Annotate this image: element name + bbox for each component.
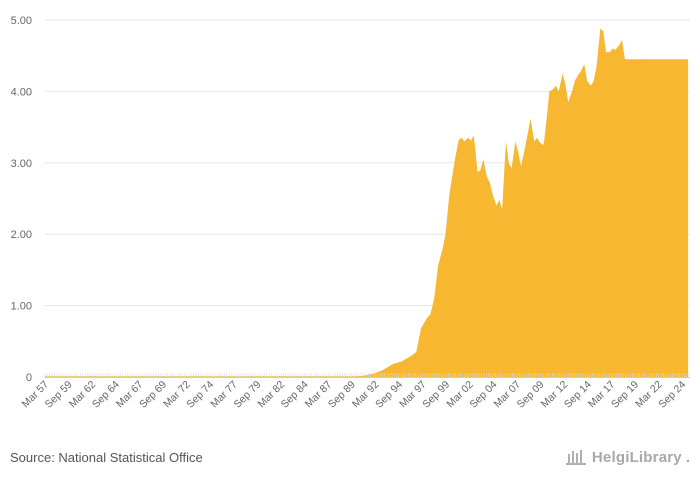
area-series-fill [45, 28, 689, 377]
y-tick-label: 0 [26, 372, 32, 384]
source-note: Source: National Statistical Office [10, 450, 203, 465]
brand-name: HelgiLibrary [591, 448, 682, 466]
brand-logo[interactable]: HelgiLibrary. [565, 448, 690, 466]
library-icon [565, 450, 586, 465]
x-minor-ticks [44, 373, 690, 378]
brand-dot: . [685, 448, 690, 466]
y-tick-label: 3.00 [11, 158, 32, 170]
footer: Source: National Statistical Office Helg… [0, 440, 700, 483]
y-axis: 0 1.00 2.00 3.00 4.00 5.00 [11, 15, 32, 384]
y-tick-label: 5.00 [11, 15, 32, 27]
x-tick-label: Sep 24 [656, 379, 688, 411]
y-tick-label: 1.00 [11, 301, 32, 313]
area-series [45, 28, 689, 377]
y-tick-label: 4.00 [11, 86, 32, 98]
y-tick-label: 2.00 [11, 229, 32, 241]
